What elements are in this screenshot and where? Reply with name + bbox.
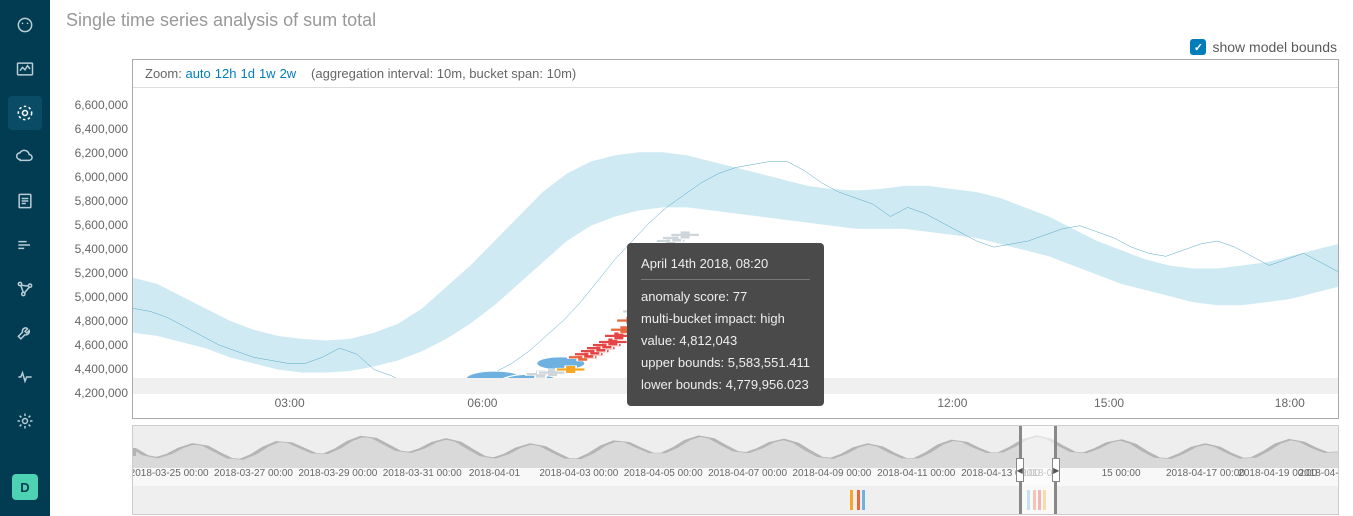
y-tick-label: 5,000,000 [66, 285, 128, 309]
main-panel: Single time series analysis of sum total… [50, 0, 1353, 516]
tooltip-row: value: 4,812,043 [641, 330, 810, 352]
x-tick-label: 12:00 [937, 396, 967, 410]
severity-mark [862, 490, 865, 510]
overview-x-label: 2018-04-03 00:00 [539, 468, 618, 479]
y-tick-label: 4,400,000 [66, 357, 128, 381]
overview-x-label: 2018-03-25 00:00 [132, 468, 209, 479]
x-tick-label: 15:00 [1094, 396, 1124, 410]
y-tick-label: 5,600,000 [66, 213, 128, 237]
nav-ml-icon[interactable] [8, 96, 42, 130]
zoom-link-12h[interactable]: 12h [215, 66, 237, 81]
overview-x-label: 2018-04-09 00:00 [792, 468, 871, 479]
overview-x-label: 2018-03-27 00:00 [214, 468, 293, 479]
y-tick-label: 6,400,000 [66, 117, 128, 141]
overview-x-label: 2018-04-01 [469, 468, 520, 479]
zoom-prefix: Zoom: [145, 66, 182, 81]
zoom-link-auto[interactable]: auto [185, 66, 210, 81]
app-root: D Single time series analysis of sum tot… [0, 0, 1353, 516]
overview-x-label: 15 00:00 [1102, 468, 1141, 479]
y-tick-label: 5,800,000 [66, 189, 128, 213]
y-tick-label: 6,200,000 [66, 141, 128, 165]
overview-x-label: 2018-04-07 00:00 [708, 468, 787, 479]
overview-swimlane [133, 486, 1338, 514]
y-tick-label: 6,600,000 [66, 93, 128, 117]
tooltip-row: upper bounds: 5,583,551.411 [641, 352, 810, 374]
overview-wave [133, 426, 1338, 468]
tooltip-row: multi-bucket impact: high [641, 308, 810, 330]
overview-x-label: 2018-04-05 00:00 [624, 468, 703, 479]
anomaly-tooltip: April 14th 2018, 08:20 anomaly score: 77… [627, 243, 824, 407]
nav-infra-icon[interactable] [8, 140, 42, 174]
zoom-link-1d[interactable]: 1d [240, 66, 254, 81]
chart-container: 6,600,0006,400,0006,200,0006,000,0005,80… [66, 59, 1343, 515]
show-bounds-checkbox[interactable]: show model bounds [1190, 39, 1337, 55]
y-tick-label: 4,800,000 [66, 309, 128, 333]
nav-graph-icon[interactable] [8, 272, 42, 306]
overview-x-label: 2018-04-21 00:00 [1299, 468, 1339, 479]
y-tick-label: 4,200,000 [66, 381, 128, 405]
brush-handle-right[interactable]: ▶ [1052, 458, 1060, 482]
checkbox-icon [1190, 39, 1206, 55]
overview-brush[interactable]: ◀ ▶ [1019, 426, 1058, 514]
zoom-bar: Zoom: auto 12h1d 1w 2w (aggregation interva… [133, 60, 1338, 88]
overview-x-label: 2018-04-11 00:00 [877, 468, 955, 479]
y-tick-label: 6,000,000 [66, 165, 128, 189]
overview-x-label: 2018-03-31 00:00 [383, 468, 462, 479]
nav-dashboard-icon[interactable] [8, 52, 42, 86]
chart-frame: Zoom: auto 12h1d 1w 2w (aggregation interva… [132, 59, 1339, 419]
severity-mark [857, 490, 860, 510]
overview-chart[interactable]: 2018-03-25 00:00 2018-03-27 00:00 2018-03-… [132, 425, 1339, 515]
x-tick-label: 03:00 [275, 396, 305, 410]
page-title: Single time series analysis of sum total [66, 10, 1343, 31]
tooltip-row: lower bounds: 4,779,956.023 [641, 374, 810, 396]
nav-management-icon[interactable] [8, 404, 42, 438]
sidebar-nav: D [0, 0, 50, 516]
overview-x-label: 2018-03-29 00:00 [298, 468, 377, 479]
nav-monitoring-icon[interactable] [8, 360, 42, 394]
overview-x-label: 2018-04-17 00:00 [1166, 468, 1245, 479]
x-tick-label: 18:00 [1275, 396, 1305, 410]
x-tick-label: 06:00 [467, 396, 497, 410]
nav-logo-icon[interactable] [8, 8, 42, 42]
checkbox-label: show model bounds [1212, 39, 1337, 55]
severity-mark [850, 490, 853, 510]
y-tick-label: 4,600,000 [66, 333, 128, 357]
zoom-link-2w[interactable]: 2w [280, 66, 297, 81]
brush-handle-left[interactable]: ◀ [1016, 458, 1024, 482]
user-avatar[interactable]: D [12, 474, 38, 500]
zoom-link-1w[interactable]: 1w [259, 66, 276, 81]
tooltip-title: April 14th 2018, 08:20 [641, 253, 810, 280]
aggregation-label: (aggregation interval: 10m, bucket span:… [311, 66, 576, 81]
tooltip-row: anomaly score: 77 [641, 286, 810, 308]
nav-apm-icon[interactable] [8, 228, 42, 262]
y-axis-labels: 6,600,0006,400,0006,200,0006,000,0005,80… [66, 93, 128, 405]
nav-logs-icon[interactable] [8, 184, 42, 218]
nav-devtools-icon[interactable] [8, 316, 42, 350]
y-tick-label: 5,200,000 [66, 261, 128, 285]
y-tick-label: 5,400,000 [66, 237, 128, 261]
